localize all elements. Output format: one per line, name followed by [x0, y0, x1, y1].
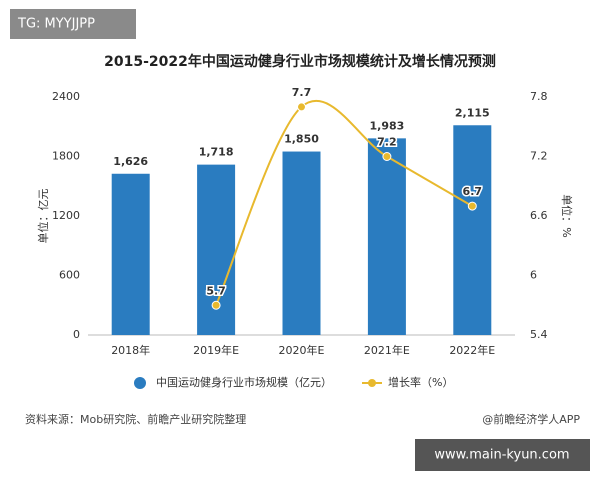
bar	[453, 125, 492, 335]
line-value-label: 7.2	[377, 136, 397, 149]
y-tick-label: 1200	[52, 209, 80, 222]
bar-value-label: 2,115	[455, 106, 490, 119]
y-tick-label: 0	[73, 328, 80, 341]
line-point	[211, 300, 221, 310]
y2-tick-label: 6	[530, 269, 537, 282]
legend-label: 增长率（%）	[388, 375, 453, 389]
line-point	[297, 102, 306, 112]
line-point	[467, 201, 477, 211]
line	[215, 99, 473, 306]
line-value-label: 7.7	[292, 86, 312, 99]
legend-swatch	[134, 377, 146, 389]
bar-value-label: 1,718	[199, 146, 234, 159]
x-tick-label: 2018年	[111, 343, 150, 357]
y2-tick-label: 5.4	[530, 328, 548, 341]
credit: @前瞻经济学人APP	[482, 412, 580, 426]
y-tick-label: 600	[59, 269, 80, 282]
y2-tick-label: 7.2	[530, 150, 548, 163]
bar-value-label: 1,626	[113, 155, 148, 168]
line-value-label: 5.7	[206, 284, 226, 297]
top-tag-box	[10, 9, 136, 39]
legend-label: 中国运动健身行业市场规模（亿元）	[156, 375, 332, 389]
bottom-tag: www.main-kyun.com	[434, 448, 569, 463]
y-tick-label: 2400	[52, 90, 80, 103]
bar	[282, 151, 321, 335]
x-tick-label: 2019年E	[193, 343, 239, 357]
y2-tick-label: 7.8	[530, 90, 548, 103]
bar	[367, 138, 406, 335]
line-value-label: 6.7	[463, 185, 483, 198]
top-tag: TG: MYYJJPP	[17, 17, 95, 32]
bar-value-label: 1,983	[370, 119, 405, 132]
legend-swatch	[368, 379, 376, 387]
source: 资料来源：Mob研究院、前瞻产业研究院整理	[25, 412, 246, 426]
chart-title: 2015-2022年中国运动健身行业市场规模统计及增长情况预测	[104, 53, 496, 70]
y2-axis-title: 单位：%	[560, 194, 574, 237]
bar	[111, 173, 150, 335]
y-axis-title: 单位：亿元	[36, 189, 50, 244]
x-tick-label: 2022年E	[449, 343, 495, 357]
x-tick-label: 2021年E	[364, 343, 410, 357]
x-tick-label: 2020年E	[279, 343, 325, 357]
y2-tick-label: 6.6	[530, 209, 548, 222]
bottom-tag-box	[415, 439, 590, 471]
bar-value-label: 1,850	[284, 133, 319, 146]
line-point	[382, 152, 392, 161]
y-tick-label: 1800	[52, 150, 80, 163]
